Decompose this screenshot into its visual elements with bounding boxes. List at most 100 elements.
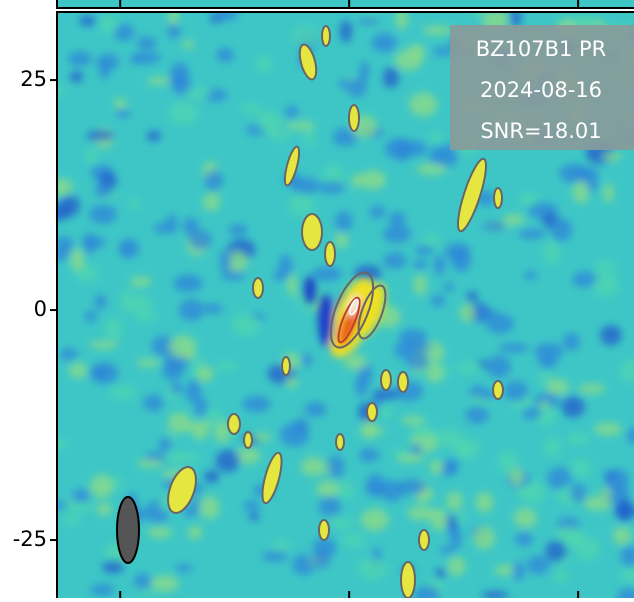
noise-blob <box>89 362 119 385</box>
y-tick-label: -25 <box>13 527 47 551</box>
noise-blob <box>447 556 466 577</box>
noise-blob <box>603 183 614 203</box>
noise-blob <box>84 310 98 323</box>
noise-blob <box>514 532 533 547</box>
noise-blob <box>430 294 446 307</box>
noise-blob <box>593 422 623 436</box>
noise-blob <box>429 131 443 143</box>
noise-blob <box>316 480 341 497</box>
noise-blob <box>125 294 153 314</box>
noise-blob <box>570 458 592 477</box>
noise-blob <box>416 163 447 176</box>
noise-blob <box>600 325 622 346</box>
noise-blob <box>406 350 430 370</box>
noise-blob <box>422 234 440 249</box>
noise-blob <box>413 342 432 351</box>
noise-blob <box>430 508 448 531</box>
noise-blob <box>301 353 312 368</box>
noise-blob <box>509 12 522 27</box>
noise-blob <box>186 420 212 434</box>
noise-blob <box>134 311 158 322</box>
noise-blob <box>546 378 569 395</box>
noise-blob <box>57 438 67 450</box>
upper-panel <box>56 0 634 9</box>
noise-blob <box>94 294 107 310</box>
noise-blob <box>383 252 407 269</box>
noise-blob <box>228 224 248 237</box>
noise-blob <box>338 481 354 500</box>
noise-blob <box>454 512 466 523</box>
noise-blob <box>369 205 386 219</box>
noise-blob <box>143 394 164 412</box>
noise-blob <box>327 455 345 478</box>
noise-blob <box>170 62 190 83</box>
noise-blob <box>279 422 310 447</box>
noise-blob <box>70 247 85 272</box>
noise-blob <box>591 272 619 297</box>
noise-blob <box>559 163 587 184</box>
noise-blob <box>113 98 127 110</box>
noise-blob <box>243 500 260 512</box>
y-tick-label: 25 <box>20 67 47 91</box>
noise-blob <box>231 313 261 337</box>
noise-blob <box>358 448 380 463</box>
noise-blob <box>215 449 240 473</box>
noise-blob <box>104 317 124 341</box>
noise-blob <box>150 575 179 593</box>
noise-blob <box>235 447 261 465</box>
noise-blob <box>398 328 428 347</box>
noise-blob <box>578 383 606 394</box>
noise-blob <box>343 353 367 371</box>
noise-blob <box>465 406 489 424</box>
noise-blob <box>133 573 152 591</box>
noise-blob <box>485 313 515 334</box>
noise-blob <box>278 254 293 278</box>
noise-blob <box>334 232 348 249</box>
noise-blob <box>372 388 401 400</box>
noise-blob <box>86 130 115 141</box>
noise-blob <box>284 105 299 119</box>
noise-blob <box>220 268 245 281</box>
annotation-text: SNR=18.01 <box>480 119 601 143</box>
noise-blob <box>509 468 524 486</box>
noise-blob <box>330 518 355 529</box>
annotation-box <box>450 25 634 150</box>
noise-blob <box>136 459 164 468</box>
noise-blob <box>183 39 194 50</box>
noise-blob <box>572 180 590 204</box>
noise-blob <box>175 564 193 573</box>
noise-blob <box>94 184 112 198</box>
noise-blob <box>383 224 412 244</box>
noise-blob <box>185 379 202 403</box>
noise-blob <box>410 443 423 457</box>
noise-blob <box>184 87 212 100</box>
noise-blob <box>147 526 172 539</box>
noise-blob <box>602 151 622 162</box>
noise-blob <box>286 376 298 389</box>
noise-blob <box>413 259 428 270</box>
noise-blob <box>136 358 160 367</box>
noise-blob <box>153 223 174 234</box>
noise-blob <box>288 193 315 217</box>
noise-blob <box>481 590 509 598</box>
noise-blob <box>203 470 220 484</box>
noise-blob <box>99 14 119 34</box>
noise-blob <box>212 12 239 21</box>
noise-blob <box>167 412 191 434</box>
noise-blob <box>519 193 539 206</box>
noise-blob <box>69 70 84 83</box>
noise-blob <box>395 12 409 30</box>
noise-blob <box>129 276 152 287</box>
noise-blob <box>129 197 140 210</box>
noise-blob <box>287 274 298 297</box>
noise-blob <box>57 85 67 94</box>
noise-blob <box>576 537 600 561</box>
noise-blob <box>360 508 389 532</box>
noise-blob <box>158 436 172 452</box>
noise-blob <box>358 426 385 436</box>
noise-blob <box>413 585 441 598</box>
noise-blob <box>151 335 176 357</box>
noise-blob <box>129 54 142 65</box>
noise-blob <box>512 561 525 582</box>
noise-blob <box>422 25 452 36</box>
